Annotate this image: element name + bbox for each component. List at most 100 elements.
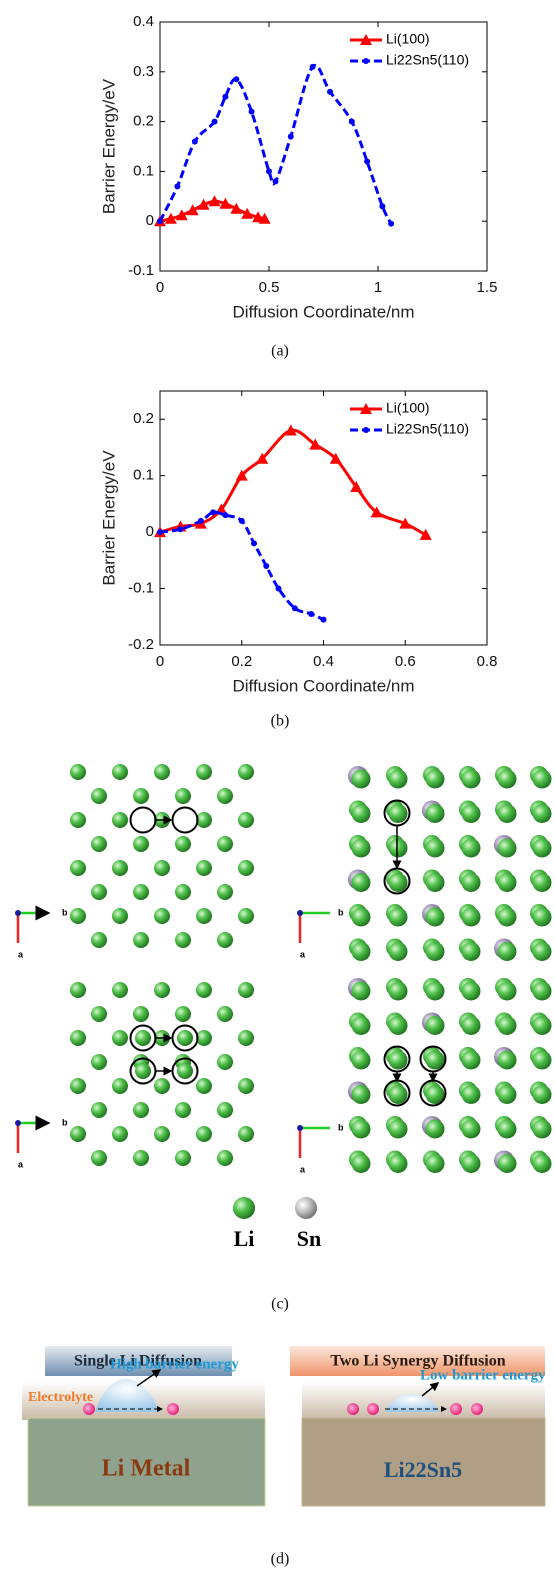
schematic-left: Single Li Diffusion Electrolyte High bar…: [22, 1346, 266, 1507]
marker: [238, 517, 245, 524]
axis-label: a: [300, 1164, 306, 1174]
atom: [388, 1016, 408, 1035]
marker: [248, 108, 255, 115]
atom: [217, 1102, 233, 1118]
marker: [208, 195, 221, 207]
marker: [174, 183, 181, 190]
atom: [196, 812, 212, 828]
legend-label: Li: [234, 1226, 255, 1251]
caption: (a): [271, 343, 289, 360]
atom: [425, 1050, 445, 1070]
y-tick-label: 0.4: [133, 13, 154, 30]
atom: [388, 942, 408, 961]
highlight-ring: [129, 806, 157, 834]
marker: [258, 212, 271, 224]
atom: [351, 769, 371, 789]
atom: [91, 1102, 107, 1118]
atom: [133, 1150, 149, 1166]
highlight-ring: [171, 1024, 199, 1052]
atom: [461, 1050, 481, 1070]
atom: [497, 981, 517, 1001]
atom: [238, 860, 254, 876]
atom: [70, 1126, 86, 1142]
atom: [196, 908, 212, 924]
atom: [133, 932, 149, 948]
atom: [532, 1085, 552, 1104]
atom: [135, 1063, 151, 1079]
marker: [164, 212, 177, 224]
series-line: [159, 510, 325, 621]
schematic-title: Single Li Diffusion: [74, 1353, 202, 1370]
axis-label: b: [62, 907, 68, 917]
atom: [425, 804, 445, 823]
marker: [284, 424, 297, 436]
atom: [238, 1126, 254, 1142]
atom: [497, 1154, 517, 1173]
y-tick-label: 0.2: [133, 113, 154, 130]
atom: [112, 1126, 128, 1142]
highlight-ring: [129, 1024, 157, 1052]
legend-label: Li22Sn5(110): [386, 52, 469, 68]
atom: [388, 838, 408, 858]
atom: [91, 932, 107, 948]
marker: [287, 133, 294, 140]
highlight-ring: [383, 799, 411, 827]
atom: [461, 873, 481, 892]
atom: [497, 873, 517, 892]
marker: [263, 562, 270, 569]
y-tick-label: -0.1: [128, 262, 154, 279]
schematic-right: Two Li Synergy Diffusion Low barrier ene…: [290, 1346, 546, 1507]
atom: [112, 764, 128, 780]
atom: [461, 838, 481, 858]
atom: [461, 1085, 481, 1104]
atom: [175, 1102, 191, 1118]
marker: [230, 202, 243, 214]
legend-atom: [233, 1197, 255, 1219]
x-tick-label: 1.5: [477, 279, 498, 296]
marker: [309, 63, 316, 70]
atom: [238, 1078, 254, 1094]
atom: [532, 804, 552, 823]
atom: [532, 907, 552, 927]
atom: [425, 838, 445, 858]
atom: [461, 981, 481, 1001]
atom: [532, 1050, 552, 1070]
marker: [348, 118, 355, 125]
atom: [238, 764, 254, 780]
plot-frame: [159, 390, 488, 646]
atom: [91, 884, 107, 900]
atom: [70, 908, 86, 924]
atom: [425, 1119, 445, 1139]
atom: [388, 981, 408, 1001]
atom: [91, 1150, 107, 1166]
atom: [425, 873, 445, 892]
atom: [461, 907, 481, 927]
atom: [351, 873, 371, 892]
atom: [238, 982, 254, 998]
atom: [175, 1006, 191, 1022]
atom: [238, 908, 254, 924]
atom: [388, 907, 408, 927]
atom: [217, 1054, 233, 1070]
atom: [497, 1016, 517, 1035]
atom: [497, 804, 517, 823]
marker: [175, 209, 188, 221]
atom: [425, 1016, 445, 1035]
atom: [70, 982, 86, 998]
atom: [388, 1154, 408, 1173]
atom: [217, 836, 233, 852]
caption: (d): [271, 1551, 290, 1568]
caption: (c): [271, 1296, 289, 1313]
atom: [196, 1030, 212, 1046]
atom: [175, 1150, 191, 1166]
marker: [241, 207, 254, 219]
atom: [351, 1085, 371, 1104]
marker: [197, 198, 210, 210]
atom: [175, 788, 191, 804]
atom: [497, 1085, 517, 1104]
marker: [186, 204, 199, 216]
atom: [425, 981, 445, 1001]
x-tick-label: 0.8: [477, 653, 498, 670]
atom: [154, 860, 170, 876]
